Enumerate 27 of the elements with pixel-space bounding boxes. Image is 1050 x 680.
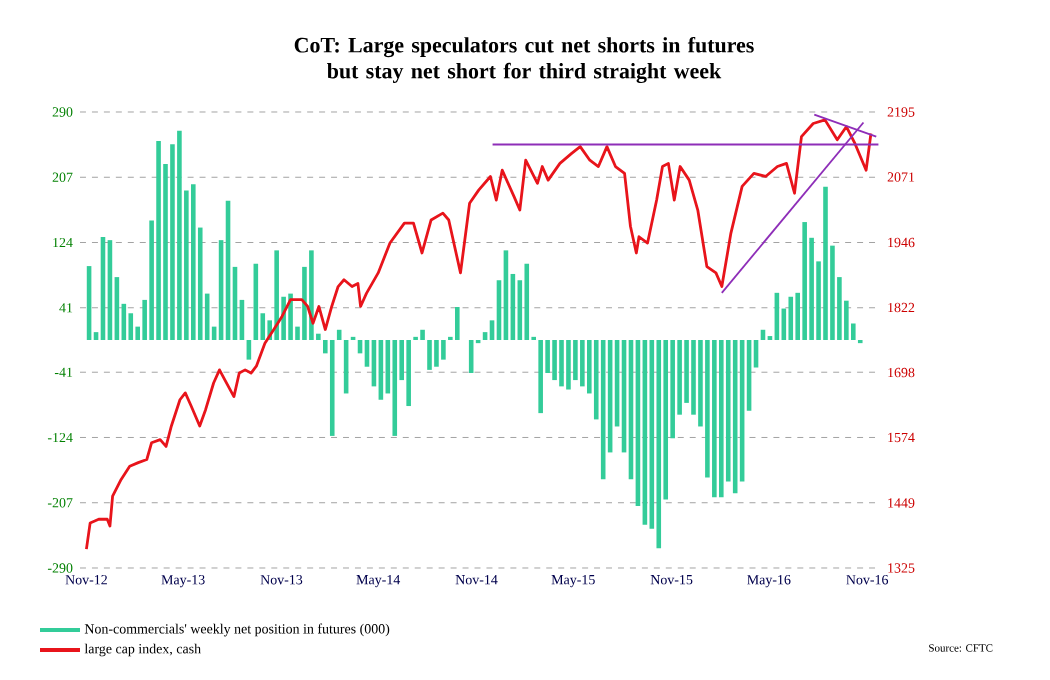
bar bbox=[441, 339, 446, 360]
bar bbox=[552, 339, 557, 381]
bar bbox=[434, 339, 439, 367]
bar bbox=[566, 339, 571, 390]
bar bbox=[392, 339, 398, 436]
bar bbox=[329, 339, 335, 436]
bar bbox=[538, 339, 543, 414]
bar bbox=[406, 339, 411, 407]
bar bbox=[177, 130, 182, 340]
bar bbox=[718, 339, 724, 498]
bar bbox=[656, 339, 662, 549]
bar bbox=[454, 306, 460, 340]
bar bbox=[309, 250, 314, 340]
bar bbox=[427, 339, 432, 370]
bar bbox=[190, 184, 196, 340]
bar bbox=[274, 250, 279, 340]
chart-title: CoT: Large speculators cut net shorts in futures but stay net short for third straight week bbox=[294, 36, 754, 84]
bar bbox=[823, 186, 828, 340]
bar bbox=[524, 263, 530, 340]
bar bbox=[420, 329, 425, 340]
bar bbox=[802, 222, 807, 340]
bar bbox=[580, 339, 585, 387]
bar bbox=[788, 296, 794, 340]
bar bbox=[156, 141, 161, 340]
bar bbox=[712, 339, 717, 498]
bar bbox=[288, 293, 293, 340]
bar bbox=[559, 339, 564, 387]
